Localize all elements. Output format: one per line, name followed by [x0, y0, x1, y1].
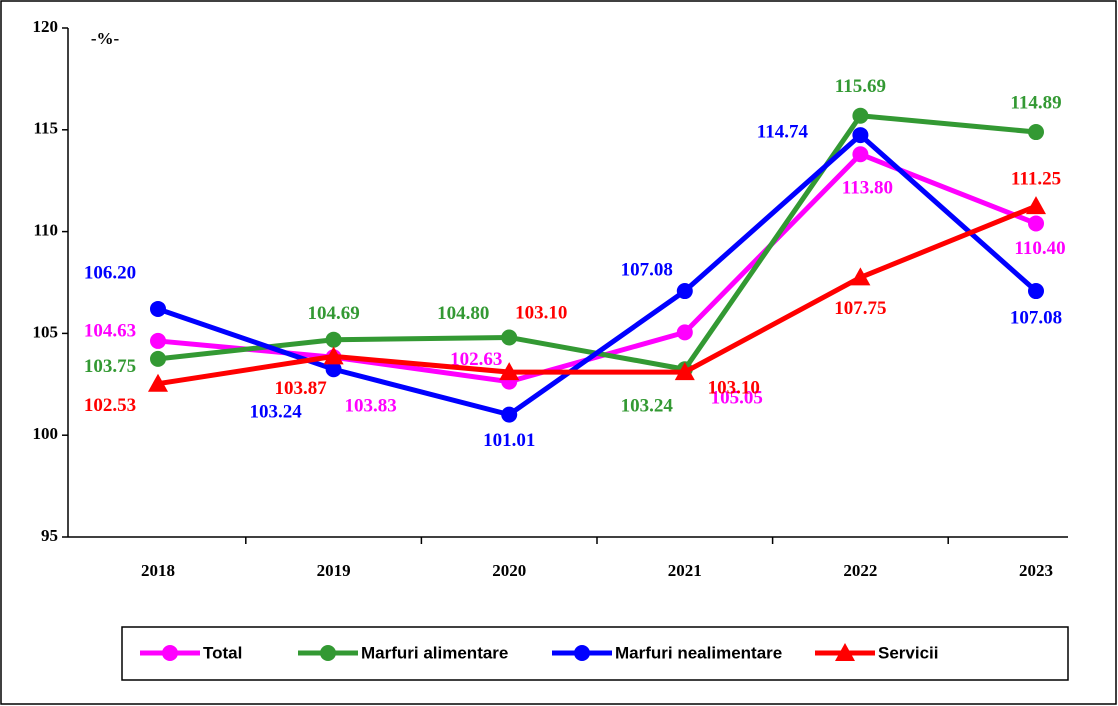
x-tick-label: 2022	[843, 561, 877, 580]
point	[148, 373, 168, 392]
point	[676, 283, 693, 300]
data-label: 102.53	[84, 395, 136, 416]
subtitle: -%-	[91, 29, 120, 48]
data-label: 103.24	[621, 396, 674, 417]
point	[499, 362, 520, 381]
data-label: 103.10	[708, 377, 760, 398]
data-label: 103.83	[344, 396, 396, 417]
data-label: 110.40	[1014, 238, 1065, 259]
point	[835, 643, 855, 661]
x-tick-label: 2020	[492, 561, 526, 580]
data-label: 107.75	[834, 298, 886, 319]
data-label: 113.80	[842, 178, 893, 199]
data-label: 103.87	[274, 378, 327, 399]
data-label: 114.74	[757, 121, 809, 142]
x-tick-label: 2023	[1019, 561, 1053, 580]
x-tick-label: 2021	[668, 561, 702, 580]
point	[150, 300, 166, 317]
point	[850, 267, 871, 286]
legend-label: Marfuri nealimentare	[615, 643, 782, 662]
x-tick-label: 2019	[317, 561, 351, 580]
data-label: 103.75	[84, 356, 136, 377]
data-label: 104.80	[437, 303, 489, 324]
data-label: 103.10	[515, 302, 567, 323]
point	[674, 362, 695, 381]
point	[1028, 124, 1044, 141]
point	[1028, 215, 1044, 232]
data-label: 115.69	[835, 76, 886, 97]
legend-label: Servicii	[878, 643, 939, 662]
series-line	[157, 151, 1037, 385]
point	[574, 645, 590, 661]
point	[852, 146, 869, 163]
y-tick-label: 105	[33, 322, 59, 341]
data-label: 111.25	[1011, 169, 1061, 190]
data-label: 104.63	[84, 320, 136, 341]
y-tick-label: 100	[33, 424, 59, 443]
y-tick-label: 115	[33, 119, 58, 138]
data-label: 104.69	[307, 303, 359, 324]
data-label: 103.24	[249, 402, 302, 423]
legend-box	[121, 626, 1069, 681]
y-tick-label: 110	[33, 221, 58, 240]
x-tick-label: 2018	[141, 561, 175, 580]
data-label: 105.05	[711, 388, 763, 409]
data-label: 114.89	[1010, 92, 1061, 113]
data-label: 101.01	[483, 430, 535, 451]
point	[501, 329, 518, 346]
point	[150, 350, 166, 367]
point	[1028, 283, 1044, 300]
data-label: 106.20	[84, 262, 136, 283]
point	[150, 332, 166, 349]
point	[676, 324, 693, 341]
data-label: 107.08	[1010, 307, 1062, 328]
y-tick-label: 95	[41, 526, 58, 545]
point	[323, 346, 344, 365]
legend-label: Total	[203, 643, 242, 662]
data-label: 107.08	[621, 259, 673, 280]
y-tick-label: 120	[33, 17, 59, 36]
point	[501, 406, 518, 423]
series-line	[157, 203, 1037, 387]
point	[1026, 196, 1046, 215]
point	[852, 127, 869, 144]
legend-label: Marfuri alimentare	[361, 643, 508, 662]
point	[852, 107, 869, 124]
point	[325, 361, 342, 378]
point	[325, 331, 342, 348]
series-line	[157, 113, 1037, 372]
data-label: 102.63	[450, 349, 502, 370]
point	[320, 645, 336, 661]
point	[162, 645, 178, 661]
